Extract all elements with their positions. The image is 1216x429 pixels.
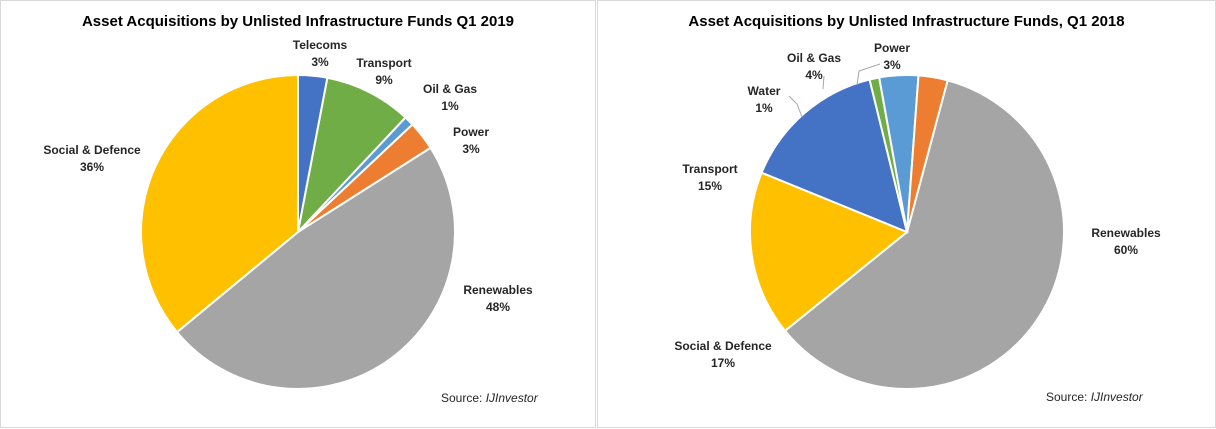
slice-label-renewables: Renewables 48% <box>463 283 533 314</box>
chart-panel-q1-2019: Asset Acquisitions by Unlisted Infrastru… <box>0 0 596 428</box>
source-note: Source: IJInvestor <box>441 391 538 405</box>
source-note: Source: IJInvestor <box>1046 390 1143 404</box>
source-name: IJInvestor <box>485 391 538 405</box>
slice-label-oil-and-gas: Oil & Gas 1% <box>423 82 477 113</box>
pie-chart-q1-2018: Renewables 60% Social & Defence 17% Transpor… <box>674 41 1161 390</box>
slice-label-oil-and-gas: Oil & Gas 4% <box>787 51 841 82</box>
leader-line-power <box>856 63 881 86</box>
slice-label-power: Power 3% <box>874 41 910 72</box>
slice-label-social-and-defence: Social & Defence 36% <box>43 143 141 174</box>
leader-line-water <box>788 95 803 118</box>
slice-label-renewables: Renewables 60% <box>1091 226 1161 257</box>
slice-label-power: Power 3% <box>453 125 489 156</box>
slice-label-social-and-defence: Social & Defence 17% <box>674 339 772 370</box>
leader-line-oil-and-gas <box>822 75 825 90</box>
slice-label-telecoms: Telecoms 3% <box>293 38 348 69</box>
pie-slice-renewables <box>175 146 456 390</box>
pie-slice-power <box>906 74 949 233</box>
pie-slice-transport <box>296 76 407 236</box>
chart-panel-q1-2018: Asset Acquisitions by Unlisted Infrastru… <box>597 0 1216 428</box>
source-name: IJInvestor <box>1090 390 1143 404</box>
slice-label-water: Water 1% <box>748 84 781 115</box>
pie-slice-social-and-defence <box>749 171 909 333</box>
pie-slice-transport <box>760 78 909 234</box>
slice-label-transport: Transport 15% <box>682 162 737 193</box>
slice-label-transport: Transport 9% <box>356 56 411 87</box>
pie-slice-social-and-defence <box>140 73 299 334</box>
chart-title: Asset Acquisitions by Unlisted Infrastru… <box>81 13 515 30</box>
pie-slice-renewables <box>783 79 1065 390</box>
source-label: Source: <box>441 391 486 405</box>
chart-title: Asset Acquisitions by Unlisted Infrastru… <box>688 13 1125 30</box>
pie-chart-q1-2019: Telecoms 3% Transport 9% Oil & Gas 1% Power 3% R… <box>43 38 533 390</box>
source-label: Source: <box>1046 390 1091 404</box>
